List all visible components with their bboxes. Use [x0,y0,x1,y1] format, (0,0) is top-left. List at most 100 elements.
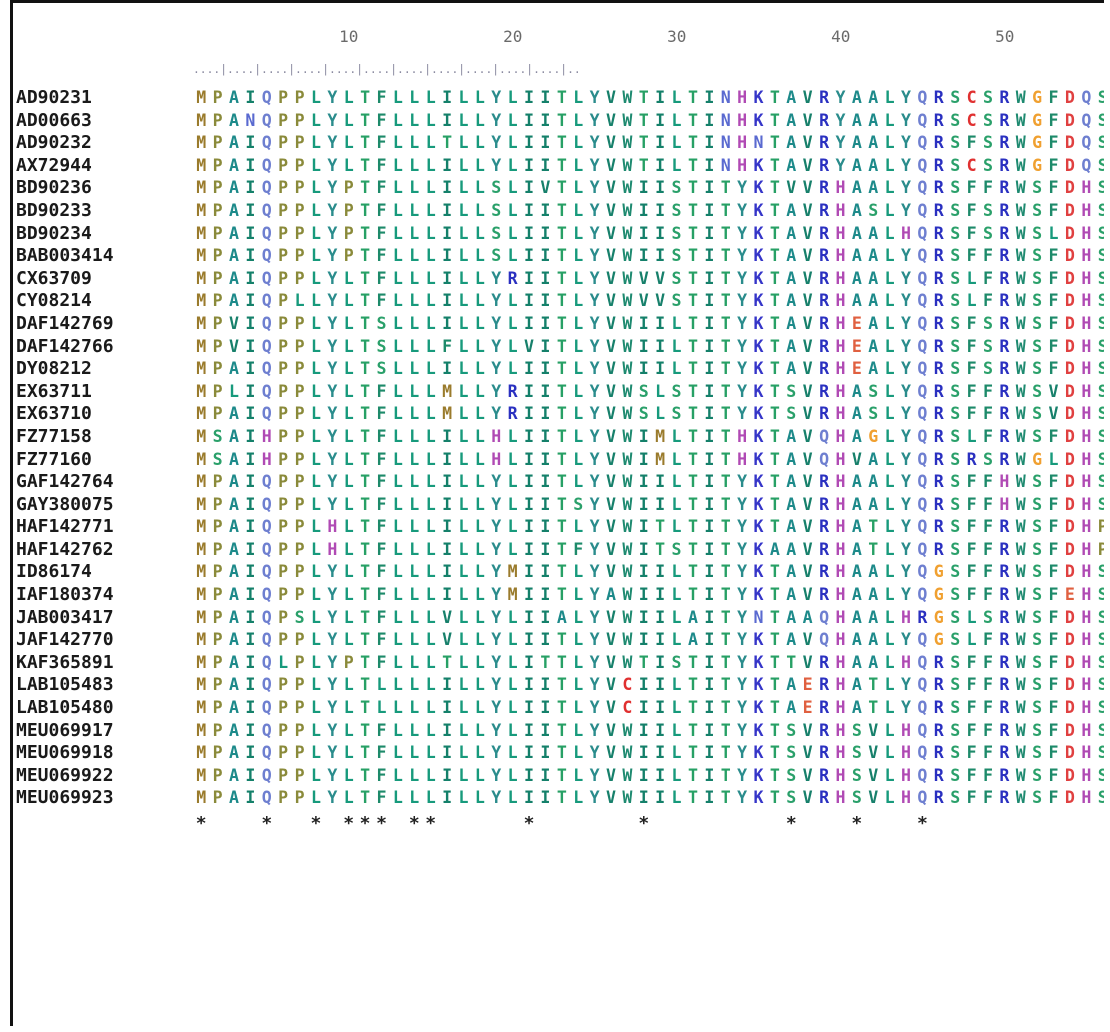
sequence-name[interactable]: HAF142762 [16,538,114,560]
residue: F [1048,607,1059,627]
sequence-name[interactable]: MEU069923 [16,787,114,809]
residue: S [638,404,649,424]
residue: T [556,88,567,107]
sequence-name[interactable]: ID86174 [16,561,92,583]
sequence-name[interactable]: EX63710 [16,403,92,425]
sequence-row[interactable]: AX72944 M P A I Q P P L Y L T F L L L I L L Y L I I T L Y V W T I L T I N… [13,155,1104,178]
sequence-row[interactable]: ID86174 M P A I Q P P L Y L T F L L L I L L Y M I I T L Y V W I I L T I T… [13,561,1104,584]
sequence-row[interactable]: MEU069917 M P A I Q P P L Y L T F L L L I L L Y L I I T L Y V W I I L T… [13,720,1104,743]
sequence-name[interactable]: DY08212 [16,358,92,380]
sequence-row[interactable]: EX63710 M P A I Q P P L Y L T F L L L M L L Y R I I T L Y V W S L S T I T… [13,403,1104,426]
sequence-row[interactable]: JAB003417 M P A I Q P S L Y L T F L L L V L L Y L I I A L Y V W I I L A… [13,607,1104,630]
sequence-row[interactable]: MEU069922 M P A I Q P P L Y L T F L L L I L L Y L I I T L Y V W I I L T… [13,765,1104,788]
sequence-row[interactable]: CX63709 M P A I Q P P L Y L T F L L L I L L Y R I I T L Y V W V V S T I T… [13,268,1104,291]
sequence-name[interactable]: GAY380075 [16,493,114,515]
residue: L [573,246,584,266]
sequence-row[interactable]: LAB105480 M P A I Q P P L Y L T L L L L I L L Y L I I T L Y V C I I L T… [13,697,1104,720]
sequence-name[interactable]: LAB105483 [16,674,114,696]
residue: A [851,562,862,582]
residue: L [343,539,354,559]
residue: Q [917,449,928,469]
sequence-name[interactable]: BD90233 [16,199,92,221]
sequence-name[interactable]: LAB105480 [16,697,114,719]
residue: S [1094,674,1104,697]
residue: V [442,630,453,650]
sequence-name[interactable]: FZ77160 [16,448,92,470]
sequence-name[interactable]: IAF180374 [16,584,114,606]
residue: S [1094,87,1104,110]
sequence-name[interactable]: MEU069918 [16,742,114,764]
residue: F [573,539,584,559]
sequence-name[interactable]: BAB003414 [16,245,114,267]
residue: Y [589,381,600,401]
sequence-row[interactable]: AD90231 M P A I Q P P L Y L T F L L L I L L Y L I I T L Y V W T I L T I N… [13,87,1104,110]
sequence-row[interactable]: LAB105483 M P A I Q P P L Y L T L L L L I L L Y L I I T L Y V C I I L T… [13,674,1104,697]
sequence-name[interactable]: DAF142766 [16,335,114,357]
residue: P [278,178,289,198]
sequence-row[interactable]: GAF142764 M P A I Q P P L Y L T F L L L I L L Y L I I T L Y V W I I L T… [13,471,1104,494]
residue: W [1015,133,1026,153]
residue: Y [901,404,911,424]
residue: L [392,426,403,446]
sequence-row[interactable]: BD90234 M P A I Q P P L Y P T F L L L I L L S L I I T L Y V W I I S T I T… [13,223,1104,246]
sequence-row[interactable]: HAF142762 M P A I Q P P L H L T F L L L I L L Y L I I T F Y V W I T S T… [13,539,1104,562]
residue: Y [589,246,600,266]
sequence-row[interactable]: BD90236 M P A I Q P P L Y P T F L L L I L L S L I V T L Y V W I I S T I T… [13,177,1104,200]
sequence-row[interactable]: EX63711 M P L I Q P P L Y L T F L L L M L L Y R I I T L Y V W S L S T I T… [13,381,1104,404]
residue: R [819,539,830,559]
sequence-row[interactable]: KAF365891 M P A I Q L P L Y P T F L L L T L L Y L I T T L Y V W T I S T… [13,652,1104,675]
sequence-name[interactable]: AD90232 [16,132,92,154]
sequence-row[interactable]: DY08212 M P A I Q P P L Y L T S L L L I L L Y L I I T L Y V W I I L T I T… [13,358,1104,381]
sequence-name[interactable]: JAF142770 [16,629,114,651]
sequence-name[interactable]: MEU069922 [16,764,114,786]
residue: T [556,765,567,785]
residue: V [605,743,616,763]
sequence-row[interactable]: FZ77158 M S A I H P P L Y L T F L L L I L L H L I I T L Y V W I M L T I T… [13,426,1104,449]
sequence-name[interactable]: BD90234 [16,222,92,244]
sequence-row[interactable]: DAF142769 M P V I Q P P L Y L T S L L L I L L Y L I I T L Y V W I I L T… [13,313,1104,336]
sequence-row[interactable]: DAF142766 M P V I Q P P L Y L T S L L L F L L Y L V I T L Y V W I I L T… [13,336,1104,359]
sequence-name[interactable]: EX63711 [16,380,92,402]
residue: H [901,743,911,763]
sequence-row[interactable]: BD90233 M P A I Q P P L Y P T F L L L I L L S L I I T L Y V W I I S T I T… [13,200,1104,223]
residue: P [343,223,354,243]
sequence-name[interactable]: HAF142771 [16,516,114,538]
sequence-name[interactable]: GAF142764 [16,471,114,493]
sequence-row[interactable]: MEU069923 M P A I Q P P L Y L T F L L L I L L Y L I I T L Y V W I I L T… [13,787,1104,810]
sequence-name[interactable]: AX72944 [16,154,92,176]
residue: P [212,539,223,559]
residue: L [409,336,420,356]
sequence-name[interactable]: KAF365891 [16,651,114,673]
sequence-row[interactable]: BAB003414 M P A I Q P P L Y P T F L L L I L L S L I I T L Y V W I I S T… [13,245,1104,268]
sequence-row[interactable]: GAY380075 M P A I Q P P L Y L T F L L L I L L Y L I I T S Y V W I I L T… [13,494,1104,517]
residue: H [1081,404,1092,424]
sequence-row[interactable]: IAF180374 M P A I Q P P L Y L T F L L L I L L Y M I I T L Y A W I I L T… [13,584,1104,607]
sequence-name[interactable]: BD90236 [16,177,92,199]
sequence-name[interactable]: MEU069917 [16,719,114,741]
residue: H [1081,585,1092,605]
ruler-ticks: ....|....|....|....|....|....|....|....|… [193,63,581,76]
residue: R [999,426,1010,446]
sequence-name[interactable]: CX63709 [16,267,92,289]
sequence-name[interactable]: AD00663 [16,109,92,131]
sequence-row[interactable]: AD00663 M P A N Q P P L Y L T F L L L I L L Y L I I T L Y V W T I L T I N… [13,110,1104,133]
sequence-row[interactable]: MEU069918 M P A I Q P P L Y L T F L L L I L L Y L I I T L Y V W I I L T… [13,742,1104,765]
residue: H [999,494,1010,514]
sequence-name[interactable]: AD90231 [16,87,92,108]
sequence-row[interactable]: FZ77160 M S A I H P P L Y L T F L L L I L L H L I I T L Y V W I M L T I T… [13,449,1104,472]
residue: T [769,494,780,514]
residue: Q [917,630,928,650]
residue: F [376,449,387,469]
sequence-row[interactable]: JAF142770 M P A I Q P P L Y L T F L L L V L L Y L I I T L Y V W I I L A… [13,629,1104,652]
sequence-name[interactable]: JAB003417 [16,606,114,628]
residue: Y [737,765,748,785]
residue: A [229,630,239,650]
sequence-row[interactable]: HAF142771 M P A I Q P P L H L T F L L L I L L Y L I I T L Y V W I T L T… [13,516,1104,539]
residue: I [442,585,453,605]
sequence-name[interactable]: FZ77158 [16,425,92,447]
sequence-name[interactable]: DAF142769 [16,312,114,334]
sequence-row[interactable]: CY08214 M P A I Q P L L Y L T F L L L I L L Y L I I T L Y V W V V S T I T… [13,290,1104,313]
sequence-name[interactable]: CY08214 [16,290,92,312]
sequence-row[interactable]: AD90232 M P A I Q P P L Y L T F L L L T L L Y L I I T L Y V W T I L T I N… [13,132,1104,155]
